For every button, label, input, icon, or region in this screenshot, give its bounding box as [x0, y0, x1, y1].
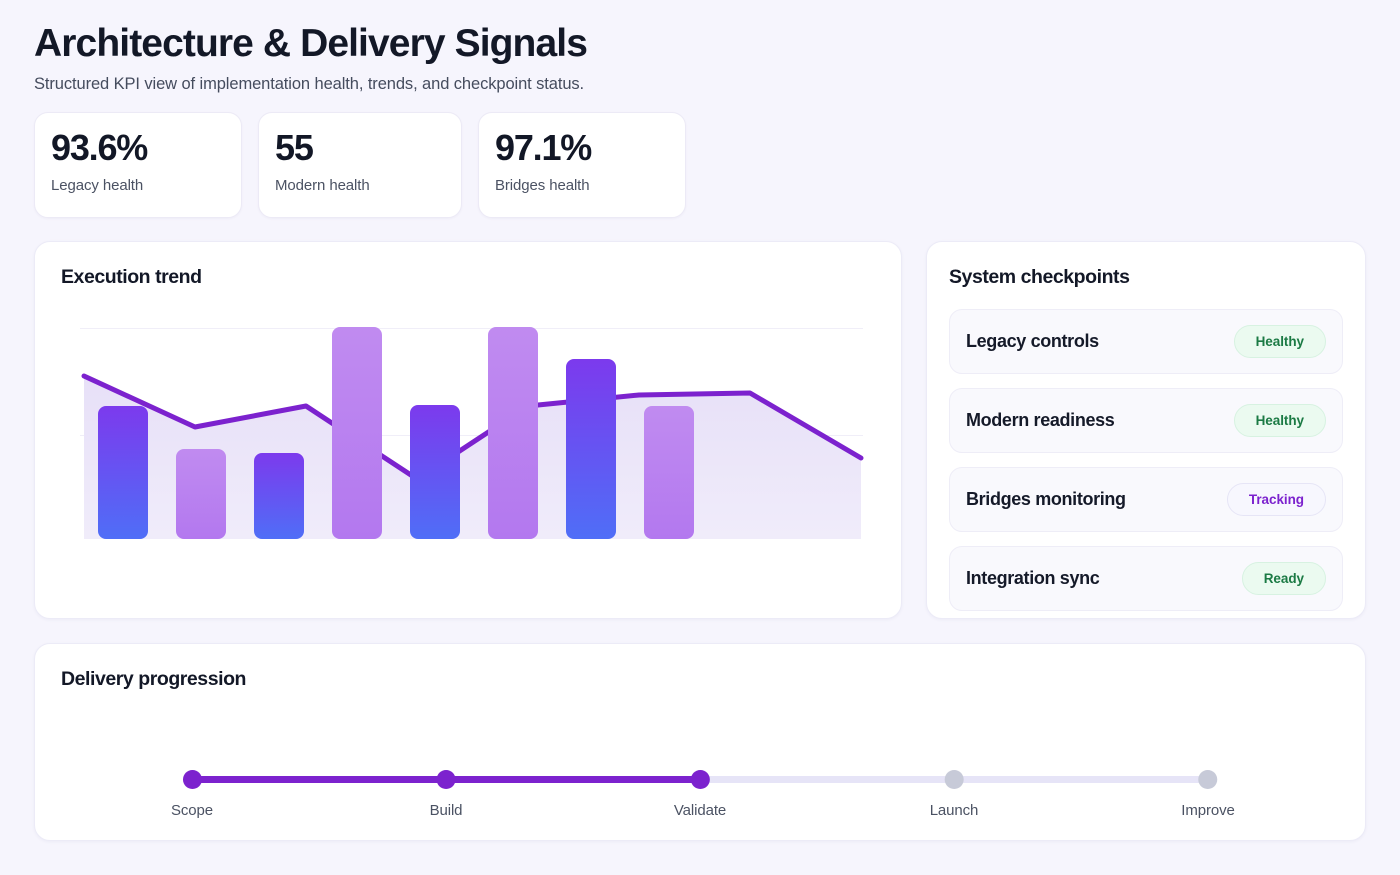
checkpoint-row-modern-readiness[interactable]: Modern readiness Healthy [949, 387, 1343, 453]
step-dot-icon [182, 769, 202, 789]
execution-trend-chart [80, 324, 864, 539]
chart-title: Execution trend [61, 265, 202, 288]
checkpoint-row-legacy-controls[interactable]: Legacy controls Healthy [949, 308, 1343, 374]
progression-stepper: Scope Build Validate Launch Improve [171, 769, 1235, 830]
kpi-card-modern-health: 55 Modern health [258, 111, 462, 218]
progression-title: Delivery progression [61, 667, 246, 690]
kpi-value: 55 [275, 126, 314, 168]
kpi-row: 93.6% Legacy health 55 Modern health 97.… [34, 111, 1366, 218]
step-label: Improve [1181, 801, 1235, 819]
progression-step-improve[interactable]: Improve [1181, 769, 1235, 819]
kpi-label: Bridges health [495, 177, 590, 195]
chart-bar [176, 448, 226, 539]
progression-step-validate[interactable]: Validate [673, 769, 727, 819]
step-dot-icon [1198, 769, 1218, 789]
progression-step-build[interactable]: Build [429, 769, 463, 819]
status-badge: Ready [1241, 561, 1326, 595]
step-dot-icon [436, 769, 456, 789]
step-dot-icon [944, 769, 964, 789]
checkpoint-list: Legacy controls Healthy Modern readiness… [949, 308, 1343, 611]
step-label: Scope [170, 801, 214, 819]
progression-step-launch[interactable]: Launch [929, 769, 979, 819]
chart-bar [332, 326, 382, 539]
step-label: Launch [929, 801, 979, 819]
checkpoint-label: Legacy controls [966, 330, 1099, 351]
kpi-card-legacy-health: 93.6% Legacy health [34, 111, 242, 218]
kpi-value: 93.6% [51, 126, 148, 168]
gridline-upper [80, 327, 863, 329]
system-checkpoints-card: System checkpoints Legacy controls Healt… [926, 240, 1366, 619]
chart-bar [410, 404, 460, 539]
trend-line [81, 373, 864, 482]
step-label: Validate [673, 801, 727, 819]
checkpoint-label: Bridges monitoring [966, 488, 1126, 509]
checkpoint-row-integration-sync[interactable]: Integration sync Ready [949, 545, 1343, 611]
page-subtitle: Structured KPI view of implementation he… [34, 74, 585, 93]
progression-step-scope[interactable]: Scope [170, 769, 214, 819]
bar-series [80, 324, 863, 539]
step-label: Build [429, 801, 463, 819]
checkpoint-label: Integration sync [966, 567, 1100, 588]
kpi-card-bridges-health: 97.1% Bridges health [478, 111, 686, 218]
kpi-label: Legacy health [51, 177, 144, 195]
status-badge: Tracking [1226, 482, 1326, 516]
delivery-progression-card: Delivery progression Scope Build Validat… [34, 642, 1366, 841]
chart-bar [644, 405, 694, 539]
gridline-middle [80, 434, 863, 436]
execution-trend-card: Execution trend [34, 240, 902, 619]
chart-bar [488, 326, 538, 539]
status-badge: Healthy [1233, 324, 1326, 358]
status-badge: Healthy [1233, 403, 1326, 437]
chart-bar [254, 452, 304, 539]
chart-bar [566, 358, 616, 539]
checkpoints-title: System checkpoints [949, 265, 1130, 288]
checkpoint-row-bridges-monitoring[interactable]: Bridges monitoring Tracking [949, 466, 1343, 532]
middle-row: Execution trend [34, 240, 1366, 619]
kpi-label: Modern health [275, 177, 370, 195]
page-title: Architecture & Delivery Signals [34, 22, 588, 65]
chart-bar [98, 405, 148, 539]
step-dot-icon [690, 769, 710, 789]
kpi-value: 97.1% [495, 126, 592, 168]
checkpoint-label: Modern readiness [966, 409, 1115, 430]
